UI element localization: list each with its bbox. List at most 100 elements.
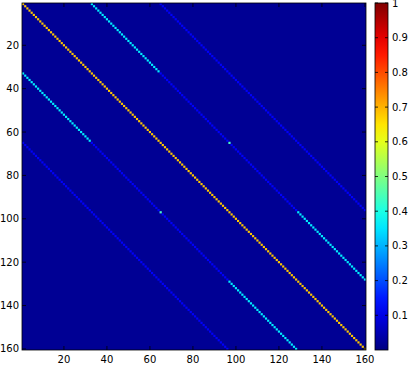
y-tick-label: 80 — [6, 170, 19, 181]
cell — [192, 105, 194, 107]
cell — [71, 122, 73, 124]
cell — [239, 83, 241, 85]
cell — [207, 190, 209, 192]
colorbar-frame — [375, 3, 388, 350]
colorbar — [375, 3, 388, 350]
cell — [160, 281, 162, 283]
cell — [248, 92, 250, 94]
cell — [168, 150, 170, 152]
cell — [271, 116, 273, 118]
cell — [125, 38, 127, 40]
cell — [334, 248, 336, 250]
cell — [353, 337, 355, 339]
cell — [312, 157, 314, 159]
cell — [325, 239, 327, 241]
cell — [177, 159, 179, 161]
cell — [237, 220, 239, 222]
cell — [250, 94, 252, 96]
cell — [65, 46, 67, 48]
y-tick-label: 140 — [0, 300, 19, 311]
cell — [235, 79, 237, 81]
cell — [291, 135, 293, 137]
cell — [54, 174, 56, 176]
cell — [284, 268, 286, 270]
colorbar-tick-label: 0.7 — [392, 102, 408, 113]
cell — [119, 31, 121, 33]
cell — [155, 276, 157, 278]
cell — [71, 53, 73, 55]
cell — [209, 122, 211, 124]
x-tick — [63, 3, 64, 7]
cell — [65, 116, 67, 118]
cell — [177, 229, 179, 231]
cell — [222, 135, 224, 137]
cell — [44, 25, 46, 27]
cell — [119, 101, 121, 103]
cell — [220, 133, 222, 135]
cell — [50, 31, 52, 33]
cell — [74, 194, 76, 196]
x-tick-label: 20 — [58, 354, 71, 365]
cell — [205, 187, 207, 189]
cell — [220, 64, 222, 66]
cell — [278, 330, 280, 332]
cell — [265, 109, 267, 111]
cell — [132, 252, 134, 254]
cell — [134, 255, 136, 257]
cell — [127, 40, 129, 42]
cell — [256, 239, 258, 241]
x-tick — [192, 3, 193, 7]
cell — [263, 246, 265, 248]
cell — [114, 235, 116, 237]
y-tick-label: 60 — [6, 127, 19, 138]
cell — [149, 131, 151, 133]
cell — [160, 72, 162, 74]
x-tick — [149, 346, 150, 350]
cell — [188, 309, 190, 311]
cell — [71, 192, 73, 194]
cell — [95, 146, 97, 148]
cell — [321, 166, 323, 168]
cell — [140, 261, 142, 263]
cell — [173, 16, 175, 18]
cell — [56, 177, 58, 179]
cell — [140, 192, 142, 194]
cell — [95, 77, 97, 79]
cell — [106, 157, 108, 159]
cell — [220, 341, 222, 343]
cell — [149, 200, 151, 202]
cell — [59, 109, 61, 111]
cell — [26, 7, 28, 9]
cell — [271, 324, 273, 326]
cell — [155, 137, 157, 139]
cell — [121, 172, 123, 174]
cell — [194, 315, 196, 317]
cell — [222, 205, 224, 207]
colorbar-tick — [375, 315, 378, 316]
cell — [198, 181, 200, 183]
cell — [269, 114, 271, 116]
cell — [121, 33, 123, 35]
cell — [323, 307, 325, 309]
cell — [123, 36, 125, 38]
cell — [233, 216, 235, 218]
cell — [196, 317, 198, 319]
cell — [123, 105, 125, 107]
y-tick-label: 160 — [0, 343, 19, 354]
cell — [338, 252, 340, 254]
cell — [329, 313, 331, 315]
cell — [175, 157, 177, 159]
cell — [286, 270, 288, 272]
cell — [181, 302, 183, 304]
cell — [336, 181, 338, 183]
cell — [293, 137, 295, 139]
cell — [308, 153, 310, 155]
cell — [347, 192, 349, 194]
cell — [138, 51, 140, 53]
cell — [347, 330, 349, 332]
cell — [93, 5, 95, 7]
cell — [33, 14, 35, 16]
cell — [67, 118, 69, 120]
chart: 2040608010012014016020406080100120140160… — [0, 0, 412, 376]
cell — [241, 224, 243, 226]
